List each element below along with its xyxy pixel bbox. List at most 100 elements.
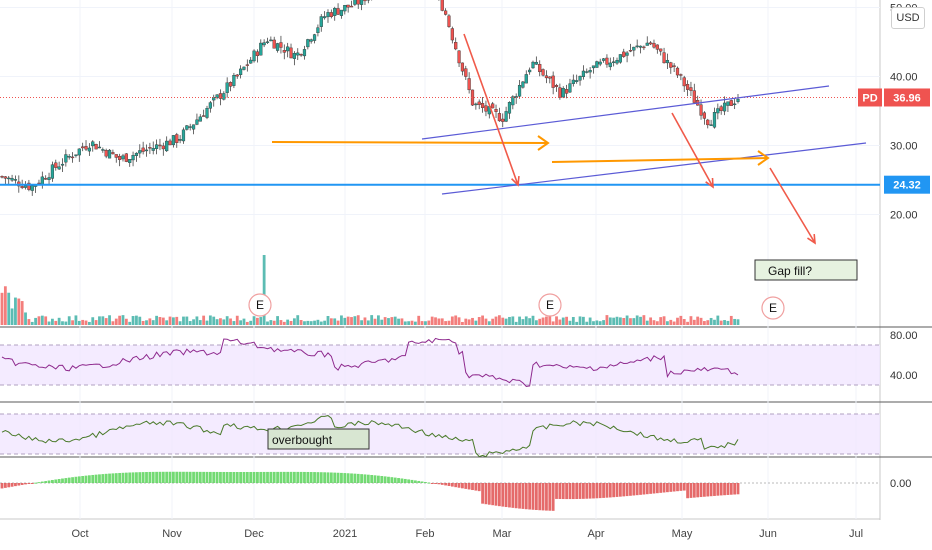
macd-bar — [578, 483, 582, 499]
macd-bar — [682, 483, 686, 491]
volume-bar — [629, 318, 632, 325]
candles — [0, 0, 740, 196]
candle — [702, 112, 706, 119]
candle — [94, 144, 98, 150]
volume-bar — [420, 321, 424, 325]
volume-bar — [171, 317, 175, 325]
volume-bar — [430, 316, 434, 325]
volume-bar — [7, 292, 11, 325]
time-tick-label: Mar — [493, 528, 512, 540]
macd-bar — [477, 483, 481, 492]
macd-bar — [259, 471, 263, 483]
candle — [561, 88, 565, 98]
macd-bar — [0, 483, 4, 489]
volume-bar — [635, 315, 639, 325]
volume-bar — [403, 321, 407, 325]
macd-bar — [192, 471, 195, 483]
volume-bar — [666, 321, 669, 325]
candle — [272, 39, 276, 49]
volume-bars — [0, 255, 740, 325]
macd-bar — [645, 483, 649, 495]
symbol-tag-label: PD — [862, 92, 877, 104]
volume-bar — [353, 316, 357, 325]
candle — [3, 176, 7, 179]
volume-bar — [645, 320, 649, 325]
volume-bar — [410, 320, 414, 325]
macd-bar — [208, 471, 212, 483]
macd-bar — [289, 471, 293, 483]
volume-bar — [118, 315, 122, 325]
macd-bar — [7, 483, 11, 488]
macd-bar — [672, 483, 676, 492]
candle — [521, 81, 525, 88]
macd-bar — [541, 483, 545, 511]
candle — [669, 62, 673, 68]
candle — [672, 65, 676, 67]
candle — [363, 0, 367, 2]
earnings-marker — [538, 293, 562, 317]
candle — [565, 89, 569, 94]
volume-bar — [286, 319, 290, 325]
candle — [601, 58, 606, 61]
earnings-marker-label: E — [256, 298, 264, 312]
volume-bar — [427, 320, 431, 325]
candle — [47, 177, 51, 180]
candle — [504, 111, 508, 122]
candle — [50, 164, 55, 179]
candle — [239, 68, 243, 76]
volume-bar — [397, 318, 400, 325]
macd-bar — [454, 483, 458, 488]
candle — [733, 103, 737, 106]
volume-bar — [723, 320, 726, 325]
macd-bar — [40, 481, 44, 483]
volume-bar — [400, 318, 404, 325]
volume-bar — [360, 320, 363, 325]
macd-bar — [71, 477, 74, 483]
macd-bar — [131, 472, 135, 483]
volume-bar — [269, 320, 273, 325]
candle — [642, 46, 646, 49]
macd-bar — [719, 483, 723, 496]
macd-bar — [168, 471, 172, 483]
macd-bar — [279, 471, 283, 483]
candle — [87, 147, 91, 152]
volume-bar — [77, 320, 81, 325]
macd-bar — [407, 479, 411, 483]
time-tick-label: Apr — [587, 528, 604, 540]
candle — [336, 8, 340, 15]
macd-bar — [360, 474, 363, 483]
candle — [612, 61, 616, 63]
currency-button[interactable]: USD — [891, 7, 925, 29]
volume-bar — [94, 320, 98, 325]
volume-bar — [168, 316, 172, 325]
candle — [541, 69, 545, 76]
macd-bar — [676, 483, 679, 492]
volume-bar — [185, 316, 189, 325]
volume-bar — [407, 321, 411, 325]
macd-bar — [175, 471, 179, 483]
candle — [282, 50, 286, 53]
volume-bar — [393, 316, 397, 325]
candle — [649, 42, 653, 45]
volume-bar — [471, 317, 474, 325]
macd-bar — [225, 471, 229, 483]
time-tick-label: Feb — [416, 528, 435, 540]
volume-bar — [642, 315, 646, 325]
volume-bar — [709, 317, 713, 325]
candle — [158, 144, 162, 147]
resistance-arrowhead-2 — [757, 150, 770, 166]
volume-bar — [548, 315, 552, 325]
candle — [44, 178, 48, 180]
volume-bar — [346, 316, 350, 325]
volume-bar — [47, 321, 51, 325]
volume-bar — [618, 317, 622, 325]
macd-bar — [713, 483, 716, 496]
candle — [356, 0, 360, 5]
volume-bar — [440, 318, 444, 325]
macd-bar — [582, 483, 585, 499]
candle — [57, 166, 61, 170]
macd-bar — [709, 483, 713, 497]
candle — [141, 147, 145, 152]
macd-bar — [575, 483, 579, 500]
